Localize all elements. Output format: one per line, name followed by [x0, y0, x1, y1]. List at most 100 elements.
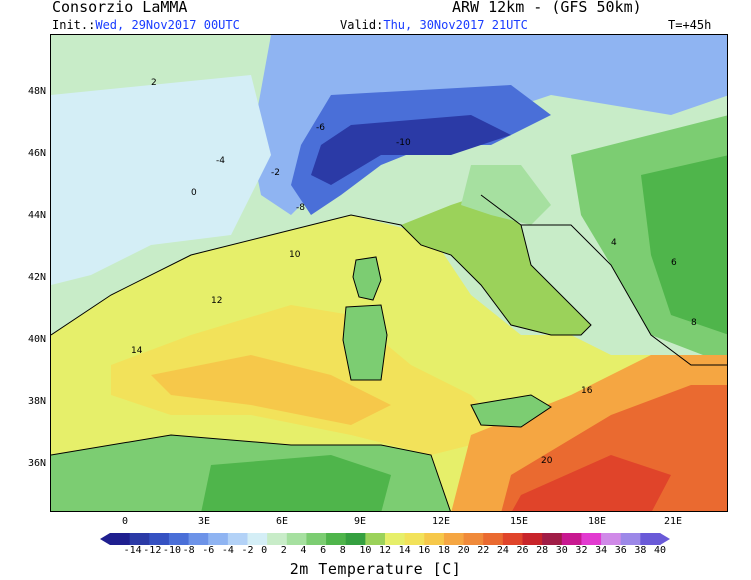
contour-label: 4	[611, 238, 617, 248]
contour-label: -4	[216, 156, 225, 166]
colorbar-label: 6	[320, 545, 327, 556]
contour-label: 20	[541, 456, 553, 466]
colorbar-swatch	[443, 533, 465, 545]
contour-labels: 2 0 -2 -4 -6 -8 -10 4 6 8 10 12 14 16 20	[131, 78, 697, 466]
colorbar-swatch	[149, 533, 170, 545]
colorbar-label: 16	[418, 545, 431, 556]
north-africa-inner	[201, 455, 391, 511]
colorbar-swatch	[168, 533, 190, 545]
colorbar-label: 36	[614, 545, 627, 556]
colorbar-swatch	[306, 533, 327, 545]
contour-label: 12	[211, 296, 222, 306]
colorbar-swatch	[208, 533, 229, 545]
forecast-step: T=+45h	[668, 18, 712, 32]
colorbar-label: 28	[536, 545, 549, 556]
colorbar-label: -10	[162, 545, 181, 556]
lat-label: 40N	[28, 334, 47, 345]
colorbar-label: -14	[123, 545, 142, 556]
colorbar-label: -8	[182, 545, 195, 556]
corsica-island	[353, 257, 381, 300]
valid-time: Valid:Thu, 30Nov2017 21UTC	[340, 18, 528, 32]
italy-peninsula	[401, 195, 591, 335]
product-title: Consorzio LaMMA	[52, 0, 188, 16]
colorbar-swatch	[463, 533, 484, 545]
colorbar	[100, 533, 670, 545]
lon-label: 0	[122, 516, 129, 527]
lon-label: 6E	[276, 516, 289, 527]
contour-label: 10	[289, 250, 301, 260]
lat-label: 42N	[28, 272, 47, 283]
sardinia-island	[343, 305, 387, 380]
contour-label: 0	[191, 188, 197, 198]
colorbar-label: 12	[379, 545, 392, 556]
colorbar-label: 32	[575, 545, 588, 556]
sea-east-hottest	[512, 455, 671, 511]
colorbar-swatch	[601, 533, 622, 545]
colorbar-label: -6	[202, 545, 215, 556]
lat-label: 36N	[28, 458, 47, 469]
contour-label: 8	[691, 318, 697, 328]
lon-label: 15E	[510, 516, 529, 527]
colorbar-label: 0	[261, 545, 268, 556]
model-label: ARW 12km - (GFS 50km)	[452, 0, 642, 16]
colorbar-label: 14	[398, 545, 411, 556]
colorbar-label: 38	[634, 545, 647, 556]
colorbar-swatch	[385, 533, 406, 545]
colorbar-label: 24	[496, 545, 509, 556]
coastline-adriatic	[521, 224, 727, 366]
contour-label: 16	[581, 386, 593, 396]
temperature-map: 2 0 -2 -4 -6 -8 -10 4 6 8 10 12 14 16 20	[50, 34, 728, 512]
colorbar-label: 30	[555, 545, 568, 556]
colorbar-swatch	[424, 533, 445, 545]
contour-label: -10	[396, 138, 411, 148]
colorbar-swatch	[188, 533, 209, 545]
colorbar-swatch	[620, 533, 641, 545]
lon-label: 12E	[432, 516, 451, 527]
colorbar-swatch	[581, 533, 602, 545]
colorbar-swatch	[345, 533, 366, 545]
colorbar-label: 40	[654, 545, 667, 556]
lon-label: 18E	[588, 516, 607, 527]
colorbar-label: 10	[359, 545, 372, 556]
cold-zone-north	[251, 35, 727, 215]
colorbar-swatch	[326, 533, 347, 545]
coastline-sicily	[470, 394, 552, 428]
cold-core-alps	[311, 115, 511, 185]
colorbar-caption: 2m Temperature [C]	[289, 560, 462, 578]
colorbar-swatch	[286, 533, 307, 545]
map-canvas: 2 0 -2 -4 -6 -8 -10 4 6 8 10 12 14 16 20	[51, 35, 727, 511]
colorbar-label: 4	[300, 545, 307, 556]
colorbar-label: 22	[477, 545, 490, 556]
cold-zone-alps	[291, 85, 551, 215]
colorbar-label: -4	[221, 545, 234, 556]
po-valley	[461, 165, 551, 225]
lat-label: 44N	[28, 210, 47, 221]
lon-label: 21E	[664, 516, 683, 527]
colorbar-swatch	[502, 533, 523, 545]
colorbar-swatch	[404, 533, 425, 545]
colorbar-label: 8	[339, 545, 346, 556]
colorbar-swatch	[640, 533, 661, 545]
colorbar-swatch	[522, 533, 543, 545]
coastline-sardinia	[342, 304, 388, 381]
lat-label: 46N	[28, 148, 47, 159]
colorbar-label: -12	[143, 545, 162, 556]
colorbar-arrow-low	[100, 533, 110, 545]
colorbar-swatch	[227, 533, 248, 545]
warm-zone-balkans-inner	[641, 155, 727, 335]
colorbar-swatch	[129, 533, 150, 545]
colorbar-swatch	[110, 533, 131, 545]
colorbar-swatch	[483, 533, 504, 545]
lon-label: 3E	[198, 516, 211, 527]
cool-zone-west	[51, 75, 271, 285]
contour-label: -8	[296, 203, 305, 213]
valid-label: Valid:	[340, 18, 384, 32]
init-value: Wed, 29Nov2017 00UTC	[95, 18, 240, 32]
lat-label: 38N	[28, 396, 47, 407]
init-label: Init.:	[52, 18, 96, 32]
contour-label: -6	[316, 123, 325, 133]
coastline-corsica	[352, 256, 382, 301]
contour-label: -2	[271, 168, 280, 178]
contour-label: 2	[151, 78, 157, 88]
colorbar-label: 2	[280, 545, 287, 556]
